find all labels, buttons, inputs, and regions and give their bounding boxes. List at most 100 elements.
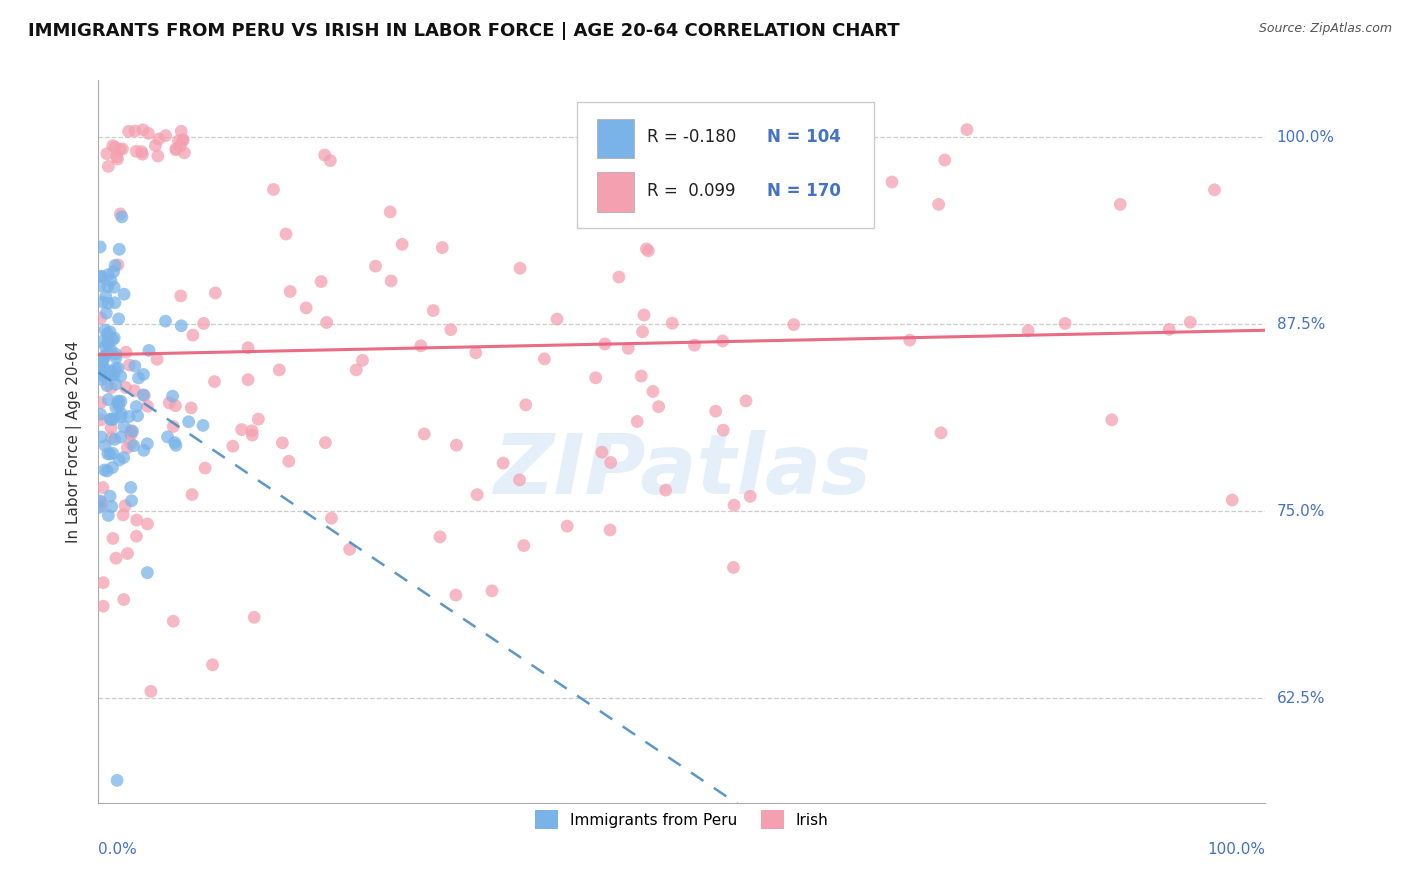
- Point: [546, 312, 568, 326]
- Text: 0.0%: 0.0%: [98, 842, 138, 856]
- Point: [100, 412, 122, 426]
- Point: [112, 508, 135, 522]
- Point: [93, 361, 115, 376]
- Point: [100, 421, 122, 435]
- Point: [422, 303, 444, 318]
- Point: [636, 242, 658, 256]
- Point: [104, 295, 127, 310]
- Point: [1204, 183, 1226, 197]
- Point: [101, 368, 124, 382]
- Point: [114, 499, 136, 513]
- Point: [1220, 493, 1243, 508]
- Point: [112, 592, 135, 607]
- Point: [1017, 324, 1039, 338]
- Point: [599, 523, 621, 537]
- Point: [315, 316, 337, 330]
- Point: [96, 306, 118, 320]
- Point: [444, 588, 467, 602]
- Point: [880, 175, 903, 189]
- Text: 100.0%: 100.0%: [1277, 129, 1334, 145]
- Point: [157, 396, 180, 410]
- Point: [1101, 413, 1123, 427]
- Point: [124, 124, 146, 138]
- Point: [555, 519, 578, 533]
- Point: [108, 453, 131, 467]
- Point: [90, 407, 112, 421]
- Point: [271, 436, 294, 450]
- Point: [607, 270, 630, 285]
- Point: [110, 394, 132, 409]
- Point: [108, 399, 131, 413]
- Point: [599, 455, 621, 469]
- Point: [181, 487, 204, 501]
- Point: [90, 430, 112, 444]
- Point: [162, 389, 184, 403]
- Point: [98, 447, 121, 461]
- Point: [91, 372, 114, 386]
- Point: [173, 145, 195, 160]
- Point: [515, 398, 537, 412]
- Point: [94, 289, 117, 303]
- Point: [172, 133, 194, 147]
- Point: [94, 351, 117, 365]
- Point: [89, 278, 111, 293]
- Point: [90, 413, 112, 427]
- Point: [295, 301, 318, 315]
- Point: [104, 140, 127, 154]
- Point: [191, 418, 214, 433]
- Point: [107, 395, 129, 409]
- Point: [165, 143, 187, 157]
- Point: [380, 274, 402, 288]
- Point: [96, 378, 118, 392]
- Point: [117, 441, 139, 455]
- Point: [1054, 317, 1077, 331]
- Point: [464, 345, 486, 359]
- Point: [956, 122, 979, 136]
- Point: [107, 258, 129, 272]
- Y-axis label: In Labor Force | Age 20-64: In Labor Force | Age 20-64: [66, 341, 82, 542]
- Point: [193, 317, 215, 331]
- Point: [134, 388, 156, 402]
- Point: [104, 347, 127, 361]
- Point: [432, 241, 454, 255]
- Point: [132, 388, 155, 402]
- Point: [97, 392, 120, 407]
- Point: [89, 494, 111, 508]
- Point: [118, 409, 141, 424]
- Point: [90, 498, 112, 512]
- Point: [101, 446, 124, 460]
- Point: [117, 547, 139, 561]
- Point: [626, 414, 648, 428]
- Point: [647, 400, 669, 414]
- Point: [105, 150, 128, 164]
- Text: Source: ZipAtlas.com: Source: ZipAtlas.com: [1258, 22, 1392, 36]
- Point: [96, 326, 118, 341]
- Point: [110, 407, 132, 421]
- Point: [91, 575, 114, 590]
- Point: [117, 124, 139, 138]
- Point: [101, 460, 124, 475]
- Point: [112, 450, 135, 465]
- Point: [104, 433, 127, 447]
- Point: [104, 551, 127, 566]
- Point: [105, 351, 128, 365]
- Point: [121, 493, 143, 508]
- Point: [204, 375, 226, 389]
- Point: [201, 657, 224, 672]
- Point: [898, 333, 921, 347]
- Point: [513, 539, 536, 553]
- Point: [641, 384, 664, 399]
- Point: [364, 259, 387, 273]
- Point: [413, 427, 436, 442]
- Point: [723, 560, 745, 574]
- Point: [169, 139, 191, 153]
- Point: [165, 438, 187, 452]
- Point: [711, 334, 734, 348]
- Point: [90, 269, 112, 284]
- Point: [1159, 322, 1181, 336]
- Text: R = -0.180: R = -0.180: [647, 128, 737, 146]
- Point: [138, 343, 160, 358]
- Point: [110, 369, 132, 384]
- Point: [465, 488, 488, 502]
- Point: [181, 328, 204, 343]
